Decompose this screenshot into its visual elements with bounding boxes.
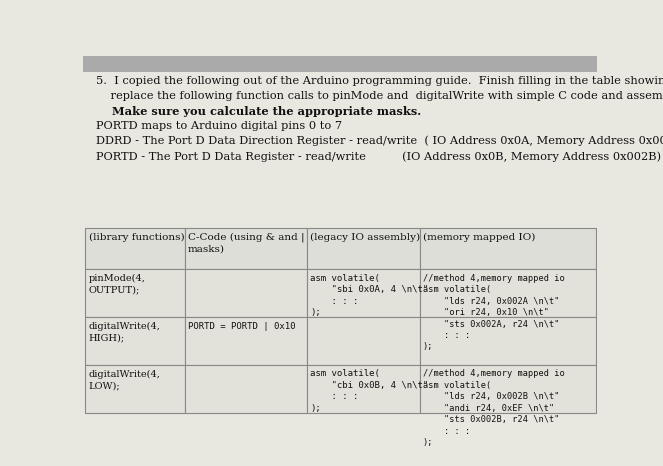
- Text: 5.  I copied the following out of the Arduino programming guide.  Finish filling: 5. I copied the following out of the Ard…: [95, 75, 663, 86]
- Text: Make sure you calculate the appropriate masks.: Make sure you calculate the appropriate …: [95, 106, 421, 117]
- Bar: [185, 269, 308, 317]
- Text: (library functions): (library functions): [89, 233, 184, 241]
- Bar: [308, 269, 420, 317]
- Text: digitalWrite(4,
LOW);: digitalWrite(4, LOW);: [89, 370, 160, 390]
- Bar: [420, 269, 595, 317]
- Bar: [308, 365, 420, 413]
- Text: asm volatile(
    "sbi 0x0A, 4 \n\t"
    : : :
);: asm volatile( "sbi 0x0A, 4 \n\t" : : : )…: [310, 274, 429, 317]
- Bar: [185, 365, 308, 413]
- Bar: [86, 228, 185, 269]
- Text: PORTD = PORTD | 0x10: PORTD = PORTD | 0x10: [188, 322, 296, 330]
- Text: C-Code (using & and |
masks): C-Code (using & and | masks): [188, 233, 304, 253]
- Bar: [83, 56, 597, 72]
- Bar: [86, 269, 185, 317]
- Bar: [420, 365, 595, 413]
- Text: //method 4,memory mapped io
asm volatile(
    "lds r24, 0x002B \n\t"
    "andi r: //method 4,memory mapped io asm volatile…: [423, 370, 564, 447]
- Text: (legacy IO assembly): (legacy IO assembly): [310, 233, 420, 241]
- Text: //method 4,memory mapped io
asm volatile(
    "lds r24, 0x002A \n\t"
    "ori r2: //method 4,memory mapped io asm volatile…: [423, 274, 564, 351]
- Text: PORTD - The Port D Data Register - read/write          (IO Address 0x0B, Memory : PORTD - The Port D Data Register - read/…: [95, 151, 661, 162]
- Text: PORTD maps to Arduino digital pins 0 to 7: PORTD maps to Arduino digital pins 0 to …: [95, 121, 342, 131]
- Bar: [86, 365, 185, 413]
- Text: asm volatile(
    "cbi 0x0B, 4 \n\t"
    : : :
);: asm volatile( "cbi 0x0B, 4 \n\t" : : : )…: [310, 370, 429, 413]
- Text: (memory mapped IO): (memory mapped IO): [423, 233, 535, 241]
- Text: DDRD - The Port D Data Direction Register - read/write  ( IO Address 0x0A, Memor: DDRD - The Port D Data Direction Registe…: [95, 136, 663, 146]
- Text: digitalWrite(4,
HIGH);: digitalWrite(4, HIGH);: [89, 322, 160, 342]
- Bar: [185, 228, 308, 269]
- Bar: [308, 228, 420, 269]
- Bar: [420, 228, 595, 269]
- Bar: [86, 317, 185, 365]
- Text: pinMode(4,
OUTPUT);: pinMode(4, OUTPUT);: [89, 274, 145, 295]
- Bar: [185, 317, 308, 365]
- Text: replace the following function calls to pinMode and  digitalWrite with simple C : replace the following function calls to …: [95, 91, 663, 101]
- Bar: [420, 317, 595, 365]
- Bar: [308, 317, 420, 365]
